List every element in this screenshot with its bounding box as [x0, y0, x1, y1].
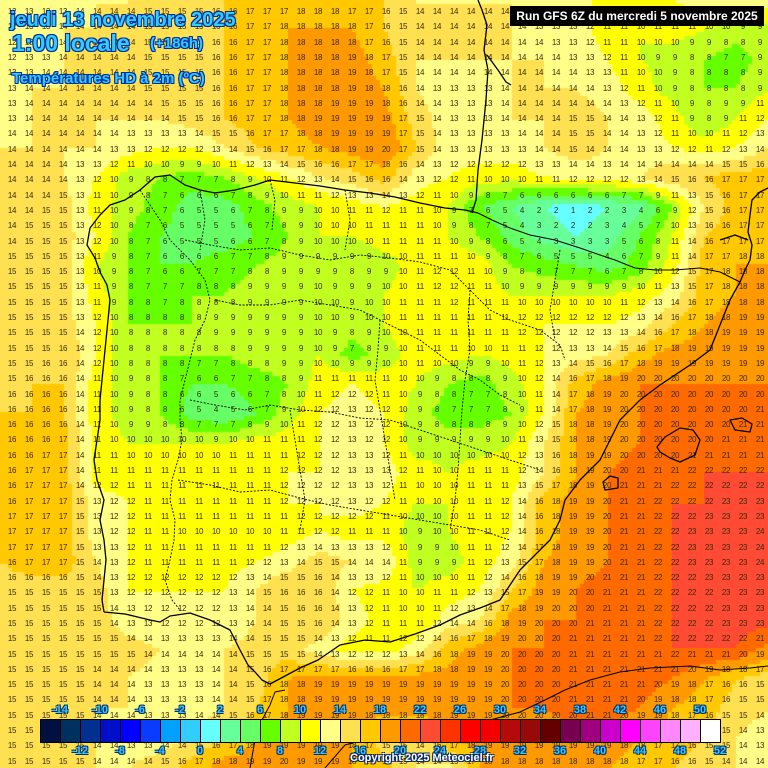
legend-swatch [221, 720, 241, 742]
legend-label-top: 6 [256, 704, 264, 716]
legend-swatch [281, 720, 301, 742]
legend-label-top: 26 [453, 704, 467, 716]
legend-swatch [681, 720, 701, 742]
legend-label-bottom: 16 [353, 745, 367, 757]
legend-swatch [381, 720, 401, 742]
legend-swatch [441, 720, 461, 742]
legend-label-top: 10 [293, 704, 307, 716]
copyright-text: Copyright 2025 Meteociel.fr [350, 752, 494, 764]
legend-label-top: 22 [413, 704, 427, 716]
legend-swatch [501, 720, 521, 742]
legend-label-top: 38 [573, 704, 587, 716]
legend-label-bottom: 48 [673, 745, 687, 757]
legend-label-bottom: 32 [513, 745, 527, 757]
legend-label-bottom: 44 [633, 745, 647, 757]
legend-swatch [581, 720, 601, 742]
color-scale-legend [40, 719, 721, 743]
parameter-title: Températures HD à 2m (ºC) [12, 70, 205, 87]
legend-swatch [421, 720, 441, 742]
legend-label-bottom: 0 [196, 745, 204, 757]
legend-label-bottom: 4 [236, 745, 244, 757]
legend-label-top: -14 [52, 704, 68, 716]
legend-swatch [141, 720, 161, 742]
legend-swatch [301, 720, 321, 742]
model-run-banner: Run GFS 6Z du mercredi 5 novembre 2025 [510, 6, 764, 26]
legend-label-bottom: 28 [473, 745, 487, 757]
legend-swatch [341, 720, 361, 742]
legend-label-bottom: 24 [433, 745, 447, 757]
forecast-time: 1:00 locale [12, 30, 130, 56]
legend-swatch [521, 720, 541, 742]
legend-swatch [321, 720, 341, 742]
legend-label-bottom: -8 [115, 745, 125, 757]
legend-label-bottom: 12 [313, 745, 327, 757]
legend-swatch [121, 720, 141, 742]
legend-label-bottom: 36 [553, 745, 567, 757]
legend-label-bottom: 8 [276, 745, 284, 757]
legend-label-bottom: 20 [393, 745, 407, 757]
legend-swatch [601, 720, 621, 742]
legend-label-top: 46 [653, 704, 667, 716]
legend-swatch [401, 720, 421, 742]
legend-swatch [561, 720, 581, 742]
legend-swatch [181, 720, 201, 742]
legend-swatch [261, 720, 281, 742]
legend-swatch [661, 720, 681, 742]
forecast-lead-time: (+186h) [150, 35, 203, 52]
legend-label-top: 50 [693, 704, 707, 716]
legend-label-bottom: 52 [713, 745, 727, 757]
legend-label-top: 30 [493, 704, 507, 716]
legend-label-top: 42 [613, 704, 627, 716]
forecast-date: jeudi 13 novembre 2025 [10, 9, 236, 31]
legend-swatch [621, 720, 641, 742]
legend-swatch [241, 720, 261, 742]
legend-swatch [161, 720, 181, 742]
legend-swatch [461, 720, 481, 742]
legend-label-bottom: -4 [155, 745, 165, 757]
legend-swatch [41, 720, 61, 742]
legend-label-top: -2 [175, 704, 185, 716]
legend-swatch [101, 720, 121, 742]
legend-swatch [701, 720, 720, 742]
legend-swatch [61, 720, 81, 742]
legend-swatch [641, 720, 661, 742]
legend-label-top: 18 [373, 704, 387, 716]
legend-label-bottom: 40 [593, 745, 607, 757]
legend-swatch [81, 720, 101, 742]
legend-label-top: 34 [533, 704, 547, 716]
legend-swatch [481, 720, 501, 742]
legend-swatch [541, 720, 561, 742]
legend-label-top: -10 [92, 704, 108, 716]
legend-label-bottom: -12 [72, 745, 88, 757]
legend-swatch [361, 720, 381, 742]
legend-label-top: 2 [216, 704, 224, 716]
legend-label-top: -6 [135, 704, 145, 716]
legend-label-top: 14 [333, 704, 347, 716]
legend-swatch [201, 720, 221, 742]
